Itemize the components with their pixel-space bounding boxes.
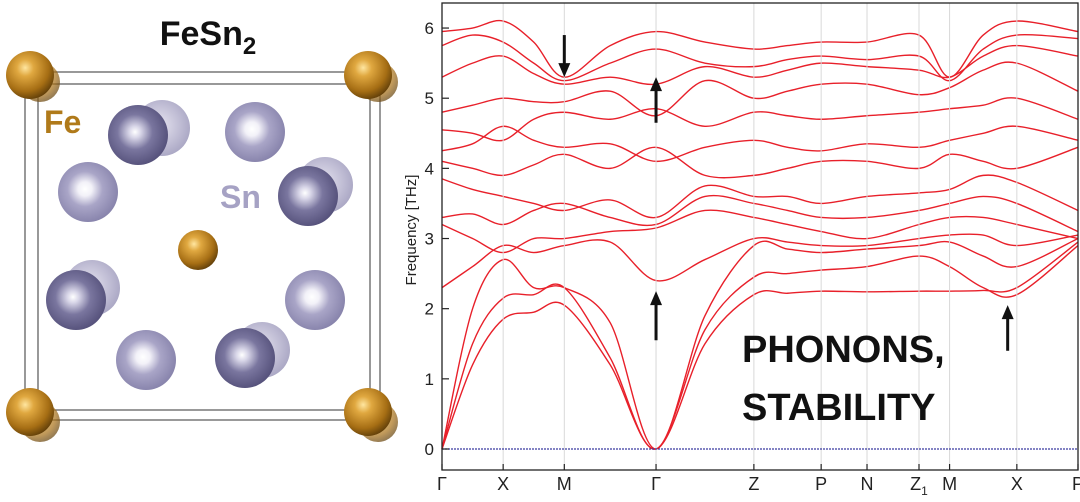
sn-atom <box>278 166 338 226</box>
sn-label: Sn <box>220 179 261 215</box>
crystal-structure-panel: FeSn2 Fe <box>0 0 400 497</box>
fe-atom <box>6 51 54 99</box>
phonon-branch-3 <box>441 237 1079 450</box>
y-tick-label: 1 <box>425 370 434 389</box>
y-tick-label: 0 <box>425 440 434 459</box>
y-tick-label: 4 <box>425 159 434 178</box>
plot-axes: 0 1 2 3 4 5 6 Γ X M Γ Z P N Z1 M X P <box>425 2 1080 498</box>
x-tick-label: M <box>942 474 957 494</box>
sn-atom <box>116 330 176 390</box>
fe-label: Fe <box>44 104 81 140</box>
x-tick-label: P <box>815 474 827 494</box>
y-axis-label: Frequency [THz] <box>403 175 420 286</box>
x-tick-label: N <box>861 474 874 494</box>
phonon-bands <box>441 19 1079 450</box>
y-tick-label: 2 <box>425 300 434 319</box>
phonon-branch-11 <box>441 61 1079 117</box>
crystal-structure-figure: FeSn2 Fe <box>6 15 398 442</box>
highlight-arrow-2 <box>650 77 663 123</box>
phonon-branch-10 <box>441 97 1079 142</box>
x-tick-label: Γ <box>651 474 661 494</box>
sn-atom <box>285 270 345 330</box>
phonon-branch-5 <box>441 209 1079 254</box>
sn-atom <box>108 105 168 165</box>
phonon-branch-9 <box>441 125 1079 163</box>
sn-atom <box>46 270 106 330</box>
highlight-arrow-1 <box>558 35 571 78</box>
fe-atom <box>178 230 218 270</box>
phonon-branch-13 <box>441 33 1079 82</box>
overlay-text-line-1: PHONONS, <box>742 329 945 371</box>
x-tick-label: Z <box>748 474 759 494</box>
band-structure-plot: 0 1 2 3 4 5 6 Γ X M Γ Z P N Z1 M X P Frequency [THz] PHON… <box>403 2 1080 498</box>
structure-title: FeSn2 <box>160 15 256 60</box>
sn-atoms <box>46 100 353 390</box>
x-tick-label: P <box>1072 474 1080 494</box>
y-tick-label: 3 <box>425 230 434 249</box>
phonon-branch-1 <box>441 241 1079 450</box>
highlight-arrow-4 <box>1001 305 1014 351</box>
sn-atom <box>58 162 118 222</box>
sn-atom <box>215 328 275 388</box>
phonon-branch-8 <box>441 146 1079 179</box>
fe-atom <box>6 388 54 436</box>
x-tick-label: X <box>497 474 509 494</box>
phonon-branch-6 <box>441 194 1079 233</box>
x-tick-label: X <box>1011 474 1023 494</box>
x-tick-label: Z1 <box>910 474 928 497</box>
highlight-arrow-3 <box>650 291 663 341</box>
highlight-arrows <box>558 35 1014 351</box>
sn-atom <box>225 102 285 162</box>
phonon-band-chart: 0 1 2 3 4 5 6 Γ X M Γ Z P N Z1 M X P Frequency [THz] PHON… <box>400 0 1080 498</box>
y-tick-label: 5 <box>425 89 434 108</box>
fe-atom <box>344 51 392 99</box>
plot-frame <box>441 2 1079 471</box>
overlay-text-line-2: STABILITY <box>742 387 936 429</box>
fe-atoms <box>6 51 398 442</box>
fe-atom <box>344 388 392 436</box>
y-tick-label: 6 <box>425 19 434 38</box>
phonon-branch-2 <box>441 244 1079 450</box>
x-tick-label: Γ <box>437 474 447 494</box>
x-tick-label: M <box>557 474 572 494</box>
